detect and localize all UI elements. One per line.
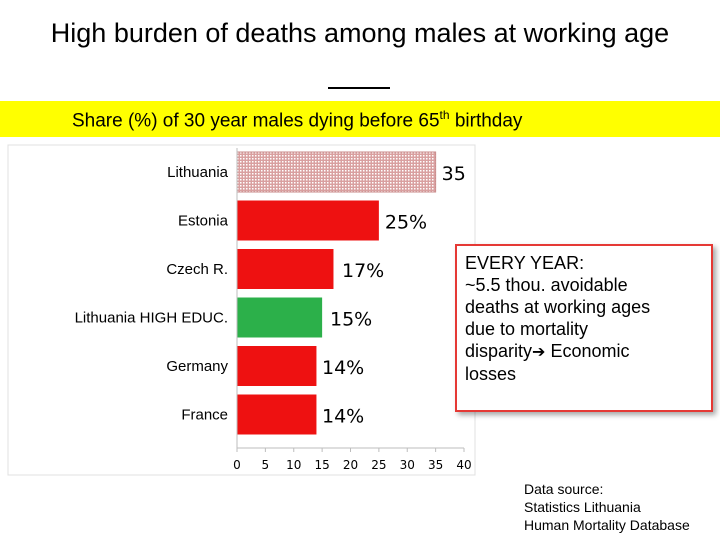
x-tick-label-5: 5 [262,458,270,472]
bar-estonia [237,200,379,241]
callout-line-6: losses [465,364,517,384]
value-label-france: 14% [322,406,364,428]
bar-germany [237,346,317,386]
bar-czech-r [237,249,334,289]
x-tick-label-35: 35 [428,458,443,472]
category-label-lithuania-high-educ: Lithuania HIGH EDUC. [75,310,228,327]
source-heading: Data source: [524,481,604,497]
callout-disparity: disparity [465,341,533,361]
right-arrow-icon: ➔ [532,342,546,361]
category-label-lithuania: Lithuania [167,164,229,181]
callout-economic: Economic [545,341,630,361]
subtitle-main: Share (%) of 30 year males dying before … [72,110,440,132]
x-tick-label-40: 40 [456,458,471,472]
callout-line-3: deaths at working ages [465,297,651,317]
category-label-estonia: Estonia [178,213,229,230]
value-label-lithuania: 35 [442,163,466,185]
x-tick-label-30: 30 [400,458,415,472]
bar-chart: Lithuania Estonia Czech R. Lithuania HIGH E… [7,144,476,476]
callout-line-5: disparity➔ Economic [465,340,703,363]
category-label-france: France [181,407,228,424]
bar-lithuania-high-educ [237,297,323,338]
slide-title: High burden of deaths among males at wor… [50,18,670,48]
subtitle-banner [0,101,720,137]
category-label-czech-r: Czech R. [166,261,228,278]
annual-losses-callout: EVERY YEAR: ~5.5 thou. avoidable deaths … [455,244,713,412]
callout-line-2: ~5.5 thou. avoidable [465,275,628,295]
value-label-estonia: 25% [385,212,427,234]
value-label-lithuania-high-educ: 15% [330,309,372,331]
data-source: Data source: Statistics Lithuania Human … [524,480,690,534]
x-tick-label-20: 20 [343,458,358,472]
callout-line-4: due to mortality [465,319,589,339]
x-tick-label-15: 15 [314,458,329,472]
source-human-mortality-database: Human Mortality Database [524,517,690,533]
subtitle-superscript: th [439,108,450,122]
x-tick-label-25: 25 [371,458,386,472]
callout-line-1: EVERY YEAR: [465,253,585,273]
bar-lithuania [236,151,437,193]
x-tick-label-0: 0 [233,458,241,472]
category-label-germany: Germany [166,358,228,375]
subtitle-tail: birthday [449,110,523,132]
x-tick-label-10: 10 [286,458,301,472]
bar-france [237,394,317,435]
value-label-czech-r: 17% [342,260,384,282]
value-label-germany: 14% [322,357,364,379]
title-underline [328,87,390,89]
source-statistics-lithuania: Statistics Lithuania [524,499,641,515]
chart-subtitle: Share (%) of 30 year males dying before … [72,108,522,132]
